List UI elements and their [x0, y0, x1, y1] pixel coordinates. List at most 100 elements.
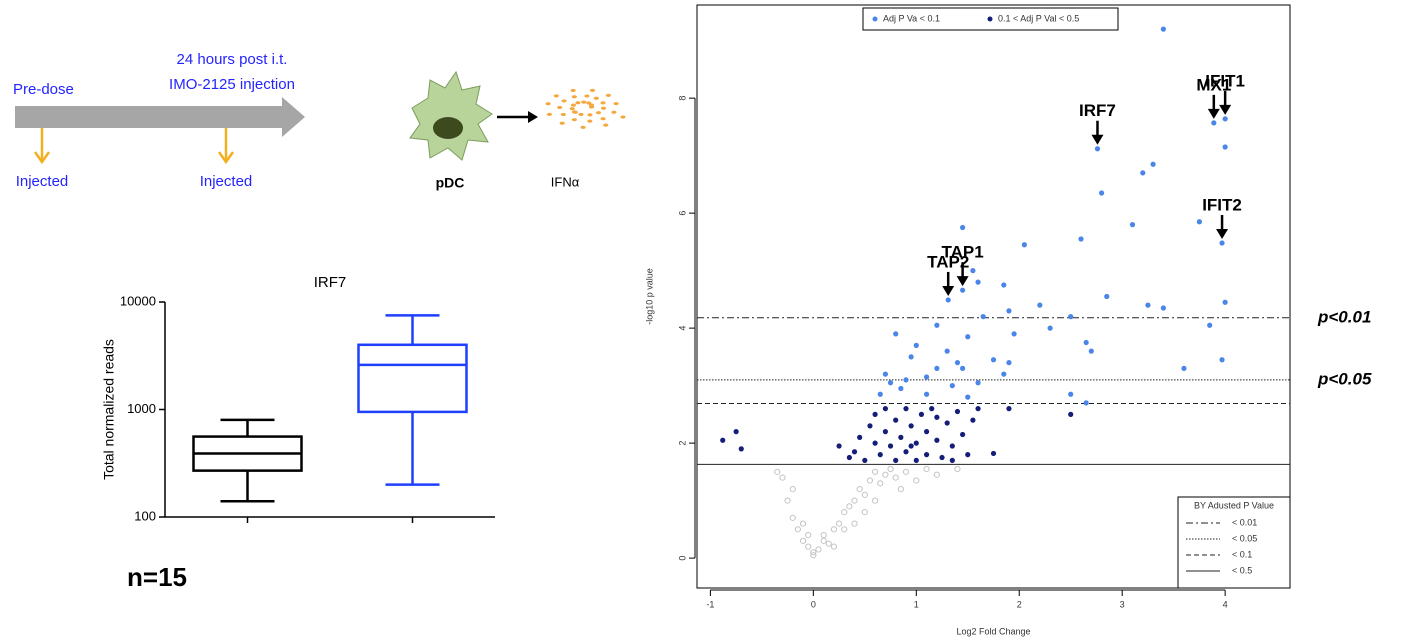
data-point [970, 417, 976, 423]
data-point [846, 503, 853, 510]
ifn-dot [605, 93, 612, 97]
threshold-annotation: p<0.05 [1317, 369, 1372, 388]
injection-label: Injected [200, 173, 253, 190]
threshold-legend-title: BY Adusted P Value [1194, 500, 1274, 510]
product-label: IFNα [551, 174, 580, 189]
data-point [954, 465, 961, 473]
data-point [975, 279, 981, 285]
data-point [810, 549, 817, 556]
ifn-dots [545, 88, 626, 129]
data-point [774, 468, 781, 475]
ifn-dot [587, 113, 593, 117]
gene-label: TAP2 [927, 252, 969, 271]
data-point [897, 486, 904, 493]
data-point [949, 457, 955, 463]
y-tick-label: 2 [677, 441, 687, 446]
data-point [944, 420, 950, 426]
data-point [913, 440, 919, 446]
data-point [720, 437, 726, 443]
data-point [933, 471, 940, 478]
data-point [877, 391, 883, 397]
ifn-dot [570, 88, 576, 93]
gene-label: TAP1 [942, 243, 984, 262]
data-point [970, 268, 976, 274]
data-point [898, 385, 904, 392]
ifn-dot [593, 96, 599, 100]
data-point [857, 434, 863, 440]
data-point [1140, 170, 1146, 176]
data-point [939, 454, 945, 461]
data-point [805, 543, 812, 550]
y-tick-label: 100 [134, 508, 156, 523]
data-point [825, 540, 832, 547]
ifn-dot [611, 110, 617, 114]
data-point [882, 429, 889, 435]
annotation-arrowhead [1216, 229, 1229, 240]
data-point [1068, 391, 1074, 397]
data-point [923, 391, 930, 397]
cell-label: pDC [436, 175, 465, 191]
threshold-legend-label: < 0.5 [1232, 565, 1252, 575]
arrow [497, 111, 538, 123]
data-point [882, 371, 889, 377]
data-point [934, 322, 940, 328]
data-point [1104, 293, 1110, 300]
ifn-dot [557, 105, 563, 110]
injection-label: Injected [16, 173, 69, 190]
ifn-dot [569, 107, 575, 111]
data-point [944, 348, 950, 354]
data-point [949, 383, 955, 389]
ifn-dot [572, 110, 578, 114]
data-point [872, 468, 879, 475]
ifn-dot [588, 105, 595, 109]
data-point [1078, 236, 1084, 242]
ifn-dot [571, 95, 577, 99]
data-point [887, 380, 894, 386]
data-point [1222, 144, 1228, 150]
data-point [830, 526, 838, 533]
data-point [903, 406, 909, 412]
data-point [1006, 308, 1012, 314]
ifn-dot [580, 125, 586, 129]
ifn-dot [581, 100, 587, 104]
data-point [820, 532, 827, 539]
data-point [877, 480, 884, 487]
data-point [836, 443, 842, 449]
legend-marker [987, 16, 993, 22]
data-point [929, 406, 935, 412]
data-point [799, 520, 807, 527]
y-tick-label: 8 [677, 96, 687, 101]
data-point [830, 543, 838, 550]
ifn-dot [584, 94, 590, 98]
data-point [960, 287, 966, 293]
data-point [893, 417, 899, 423]
data-point [954, 408, 961, 415]
annotation-arrowhead [1207, 108, 1220, 119]
ifn-dot [600, 101, 606, 105]
data-point [990, 450, 997, 457]
data-point [902, 468, 910, 475]
data-point [903, 377, 909, 383]
data-point [887, 465, 894, 473]
data-point [908, 354, 914, 360]
ifn-dot [600, 106, 607, 110]
data-point [934, 437, 940, 443]
data-point [779, 474, 786, 481]
data-point [898, 434, 904, 440]
data-point [1088, 348, 1094, 354]
data-point [1196, 219, 1203, 225]
data-point [867, 423, 873, 429]
data-point [1068, 314, 1074, 320]
data-point [835, 520, 843, 527]
ifn-dot [620, 115, 626, 119]
data-point [960, 365, 966, 371]
data-point [954, 360, 961, 366]
data-point [846, 454, 852, 461]
injection-arrows [33, 128, 235, 165]
threshold-legend-label: < 0.05 [1232, 533, 1257, 543]
plot-frame [696, 4, 1291, 589]
data-point [1001, 371, 1007, 377]
data-point [908, 443, 914, 449]
